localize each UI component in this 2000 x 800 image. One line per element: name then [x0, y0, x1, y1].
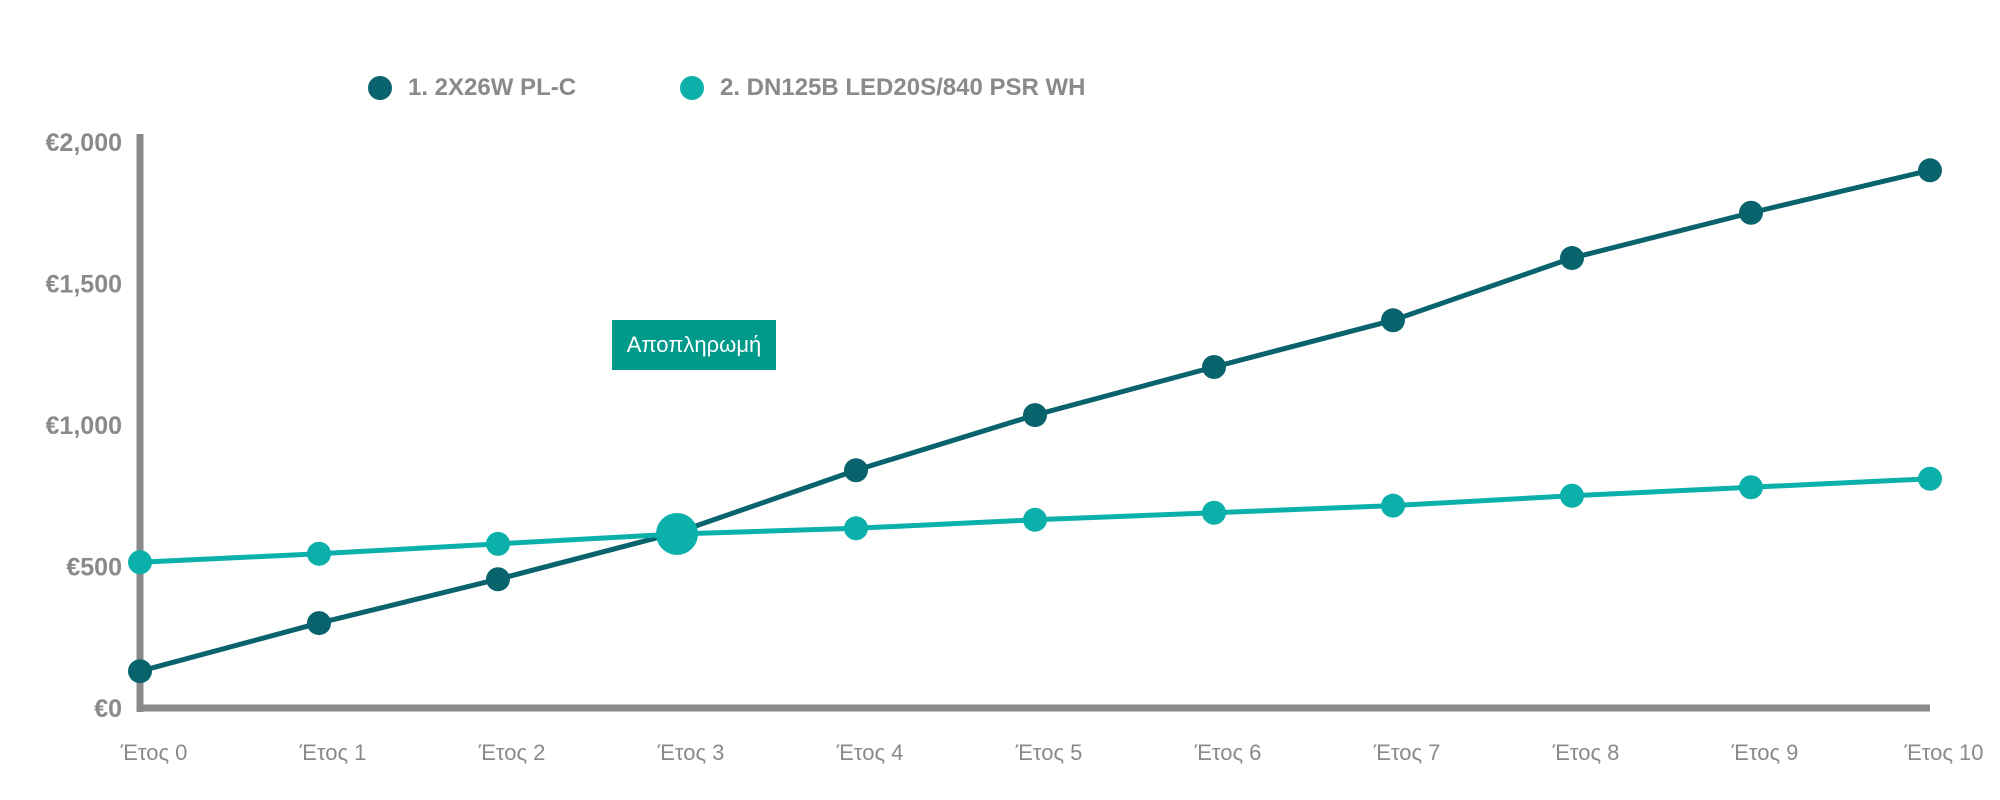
payback-label: Αποπληρωμή [612, 320, 776, 370]
y-tick-label: €0 [94, 695, 122, 723]
series-2-point [307, 541, 331, 566]
series-1-point [1560, 246, 1584, 271]
y-tick-label: €1,000 [46, 412, 122, 440]
series-2-point [1023, 507, 1047, 532]
x-tick-label: Έτος 0 [120, 740, 188, 765]
payback-point [656, 512, 698, 555]
series-1-point [1739, 200, 1763, 225]
x-tick-label: Έτος 1 [299, 740, 367, 765]
series-1-point [1918, 158, 1942, 183]
series-1-point [1202, 354, 1226, 379]
x-tick-label: Έτος 7 [1373, 740, 1441, 765]
series-2-point [1918, 466, 1942, 491]
series-2-point [1739, 475, 1763, 500]
legend-marker-series-2 [680, 76, 704, 100]
x-tick-label: Έτος 6 [1194, 740, 1262, 765]
series-2-point [486, 531, 510, 556]
series-2-point [844, 516, 868, 541]
legend-label-series-1: 1. 2X26W PL-C [408, 74, 577, 101]
series-1-point [128, 659, 152, 684]
series-1-point [486, 567, 510, 592]
x-tick-label: Έτος 3 [657, 740, 725, 765]
series-2-point [1560, 483, 1584, 508]
legend-marker-series-1 [368, 76, 392, 100]
y-tick-label: €2,000 [46, 129, 122, 157]
x-tick-label: Έτος 10 [1903, 740, 1983, 765]
series-1-point [1381, 308, 1405, 333]
x-tick-label: Έτος 4 [836, 740, 904, 765]
x-tick-label: Έτος 9 [1731, 740, 1799, 765]
legend-label-series-2: 2. DN125B LED20S/840 PSR WH [720, 74, 1086, 101]
series-2-point [128, 550, 152, 575]
legend-item-series-1: 1. 2X26W PL-C [368, 74, 576, 102]
series-1-point [1023, 403, 1047, 428]
x-tick-label: Έτος 8 [1552, 740, 1620, 765]
x-tick-label: Έτος 5 [1015, 740, 1083, 765]
legend-item-series-2: 2. DN125B LED20S/840 PSR WH [680, 74, 1085, 102]
y-tick-label: €500 [66, 554, 122, 582]
x-tick-label: Έτος 2 [478, 740, 546, 765]
series-1-point [844, 458, 868, 483]
series-1-point [307, 611, 331, 636]
series-2-point [1202, 500, 1226, 525]
series-2-point [1381, 493, 1405, 518]
y-tick-label: €1,500 [46, 271, 122, 299]
